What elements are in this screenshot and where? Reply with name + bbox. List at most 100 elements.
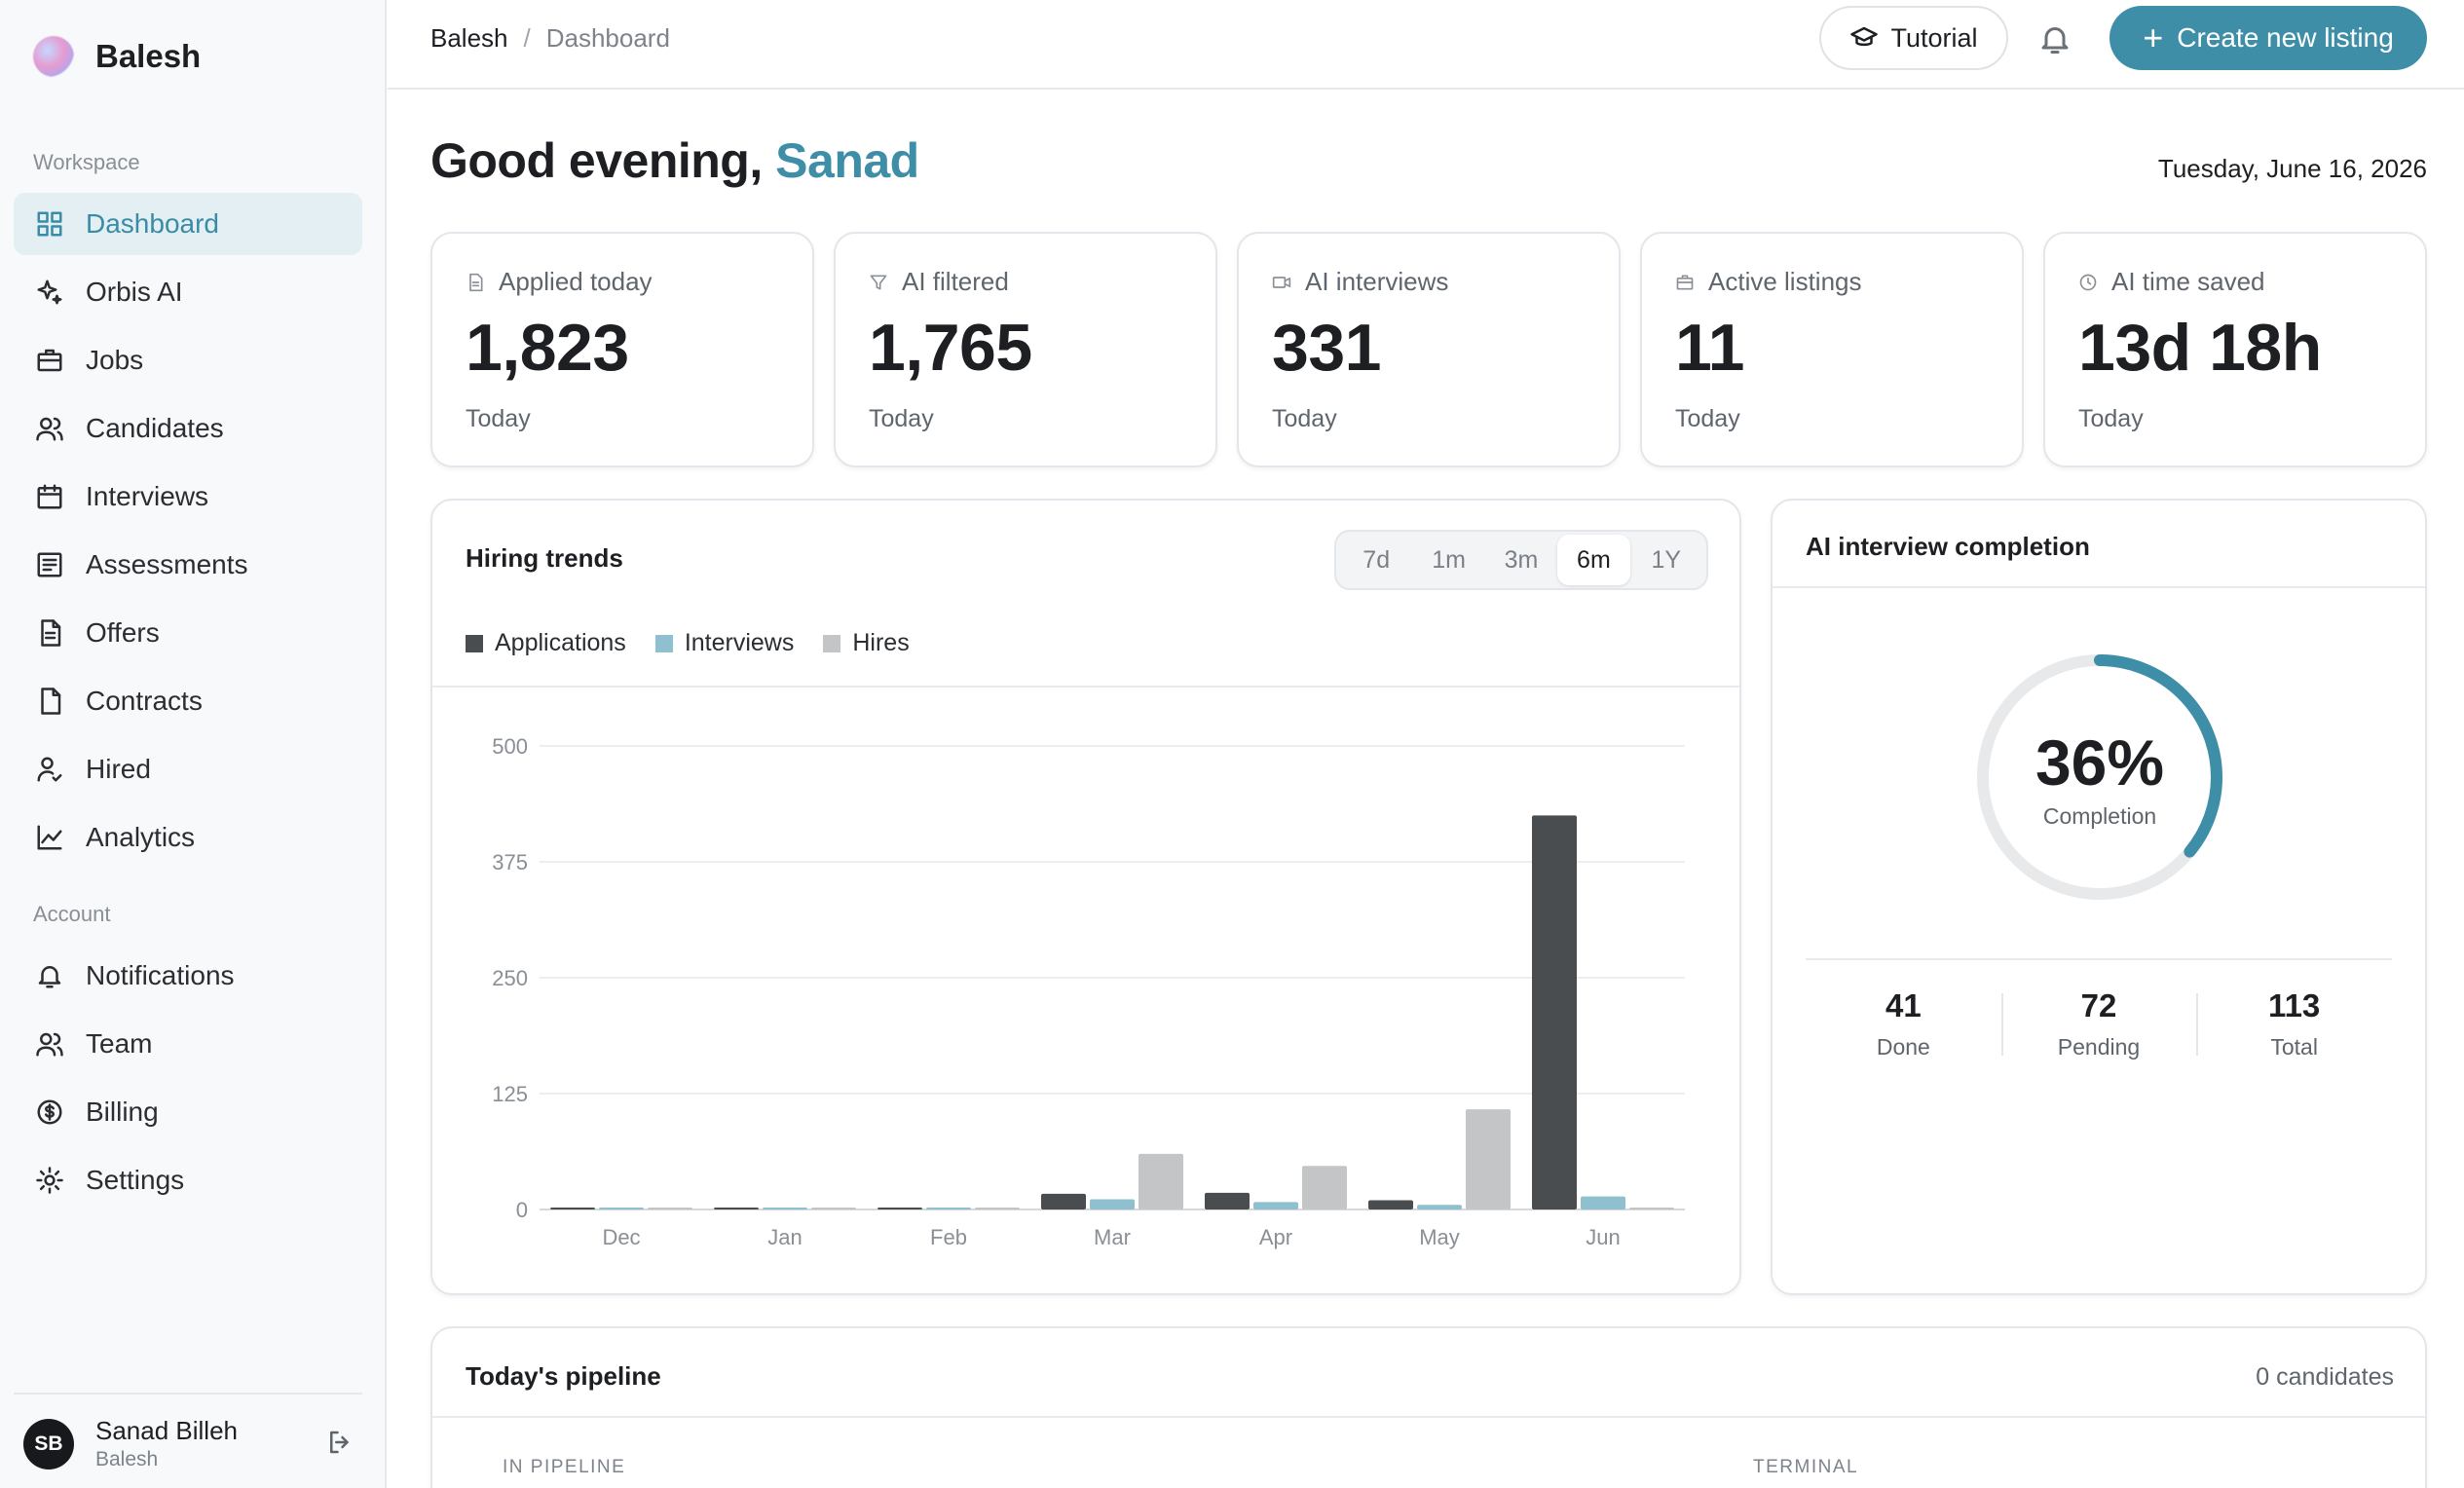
bar-interviews-jun xyxy=(1581,1196,1625,1209)
bar-applications-dec xyxy=(550,1208,595,1209)
bar-hires-apr xyxy=(1302,1166,1347,1209)
legend-label: Interviews xyxy=(684,629,795,656)
completion-line xyxy=(1806,958,2392,960)
sidebar-item-dashboard[interactable]: Dashboard xyxy=(14,193,362,255)
sidebar-item-offers[interactable]: Offers xyxy=(14,602,362,664)
stat-value: 331 xyxy=(1272,311,1381,385)
bar-applications-may xyxy=(1368,1200,1413,1209)
sidebar-item-label: Settings xyxy=(86,1165,185,1195)
legend-interviews[interactable]: Interviews xyxy=(654,629,795,657)
briefcase-icon xyxy=(1676,275,1694,289)
completion-divider xyxy=(1773,586,2425,588)
range-1y[interactable]: 1Y xyxy=(1651,545,1682,574)
sidebar-item-label: Contracts xyxy=(86,686,203,716)
y-tick-label: 0 xyxy=(516,1198,528,1222)
sidebar-item-candidates[interactable]: Candidates xyxy=(14,397,362,460)
legend-hires[interactable]: Hires xyxy=(823,629,910,657)
sidebar-item-hired[interactable]: Hired xyxy=(14,738,362,800)
calendar-icon xyxy=(35,482,64,511)
range-1m[interactable]: 1m xyxy=(1432,545,1466,574)
logout-icon[interactable] xyxy=(325,1428,355,1457)
breadcrumb-separator: / xyxy=(523,23,531,53)
user-profile[interactable]: SB Sanad Billeh Balesh xyxy=(23,1416,355,1471)
bar-hires-may xyxy=(1466,1109,1511,1209)
notifications-bell-icon[interactable] xyxy=(2037,21,2072,56)
hiring-trends-title: Hiring trends xyxy=(466,543,623,573)
stat-card-ai-filtered[interactable]: AI filtered 1,765 Today xyxy=(834,232,1217,467)
sidebar-item-label: Jobs xyxy=(86,345,144,375)
x-tick-label: Apr xyxy=(1259,1225,1292,1249)
sidebar-item-jobs[interactable]: Jobs xyxy=(14,329,362,391)
stat-card-ai-interviews[interactable]: AI interviews 331 Today xyxy=(1237,232,1621,467)
plus-icon: + xyxy=(2143,18,2164,57)
sidebar-item-label: Hired xyxy=(86,754,151,784)
create-listing-button[interactable]: + Create new listing xyxy=(2109,6,2427,70)
create-listing-label: Create new listing xyxy=(2177,22,2394,53)
range-3m[interactable]: 3m xyxy=(1504,545,1539,574)
list-icon xyxy=(35,550,64,579)
sidebar-item-assessments[interactable]: Assessments xyxy=(14,534,362,596)
bar-applications-mar xyxy=(1041,1193,1086,1209)
x-tick-label: Feb xyxy=(930,1225,967,1249)
sidebar-item-label: Billing xyxy=(86,1097,159,1127)
sidebar-item-settings[interactable]: Settings xyxy=(14,1149,362,1211)
bar-interviews-jan xyxy=(763,1208,807,1209)
stat-label: AI filtered xyxy=(902,267,1009,296)
bar-applications-feb xyxy=(877,1208,922,1209)
stats-row: Applied today 1,823 Today AI filtered 1,… xyxy=(430,232,2427,467)
range-6m[interactable]: 6m xyxy=(1557,535,1630,585)
stat-card-ai-time-saved[interactable]: AI time saved 13d 18h Today xyxy=(2043,232,2427,467)
sidebar-item-interviews[interactable]: Interviews xyxy=(14,465,362,528)
stat-value: 1,823 xyxy=(466,311,629,385)
bar-interviews-may xyxy=(1417,1205,1462,1209)
bar-hires-mar xyxy=(1139,1153,1183,1209)
bar-hires-feb xyxy=(975,1208,1020,1209)
stat-sub: Today xyxy=(1272,405,1337,432)
sidebar-item-team[interactable]: Team xyxy=(14,1013,362,1075)
file-icon xyxy=(35,687,64,716)
bell-icon xyxy=(35,961,64,990)
user-org: Balesh xyxy=(95,1448,159,1470)
sidebar-item-analytics[interactable]: Analytics xyxy=(14,806,362,869)
stat-card-active-listings[interactable]: Active listings 11 Today xyxy=(1640,232,2024,467)
y-tick-label: 500 xyxy=(492,734,528,759)
pipeline-column-in: IN PIPELINE xyxy=(503,1457,626,1477)
legend-applications[interactable]: Applications xyxy=(466,629,626,657)
sidebar: Balesh Workspace Dashboard Orbis AI Jobs… xyxy=(0,0,387,1488)
sidebar-item-contracts[interactable]: Contracts xyxy=(14,670,362,732)
user-divider xyxy=(14,1393,362,1395)
briefcase-icon xyxy=(35,346,64,375)
document-icon xyxy=(469,273,483,291)
topbar: Balesh / Dashboard Tutorial + Create new… xyxy=(388,0,2464,90)
completion-title: AI interview completion xyxy=(1806,532,2090,561)
bar-hires-jan xyxy=(811,1208,856,1209)
stat-sub: Today xyxy=(2078,405,2144,432)
document-icon xyxy=(35,618,64,648)
tutorial-button[interactable]: Tutorial xyxy=(1819,6,2008,70)
completion-total: 113 Total xyxy=(2196,987,2392,1060)
sidebar-item-label: Dashboard xyxy=(86,208,219,239)
bar-interviews-mar xyxy=(1090,1199,1135,1209)
brand[interactable]: Balesh xyxy=(33,35,201,78)
user-check-icon xyxy=(35,755,64,784)
bar-interviews-feb xyxy=(926,1208,971,1209)
sidebar-item-notifications[interactable]: Notifications xyxy=(14,945,362,1007)
chart-divider xyxy=(432,686,1739,688)
stat-sub: Today xyxy=(1675,405,1740,432)
sidebar-item-billing[interactable]: Billing xyxy=(14,1081,362,1143)
breadcrumb-root[interactable]: Balesh xyxy=(430,23,508,53)
y-tick-label: 375 xyxy=(492,850,528,874)
sidebar-item-label: Candidates xyxy=(86,413,224,443)
sidebar-item-label: Assessments xyxy=(86,549,248,579)
clock-icon xyxy=(2079,274,2097,290)
stat-card-applied[interactable]: Applied today 1,823 Today xyxy=(430,232,814,467)
workspace-label: Workspace xyxy=(33,150,140,174)
completion-done: 41 Done xyxy=(1806,987,2001,1060)
sidebar-item-orbis-ai[interactable]: Orbis AI xyxy=(14,261,362,323)
done-label: Done xyxy=(1876,1034,1930,1060)
sidebar-item-label: Team xyxy=(86,1028,153,1059)
stat-label: Active listings xyxy=(1708,267,1862,296)
legend-swatch xyxy=(654,634,673,652)
greeting-name: Sanad xyxy=(775,133,919,188)
range-7d[interactable]: 7d xyxy=(1363,545,1391,574)
